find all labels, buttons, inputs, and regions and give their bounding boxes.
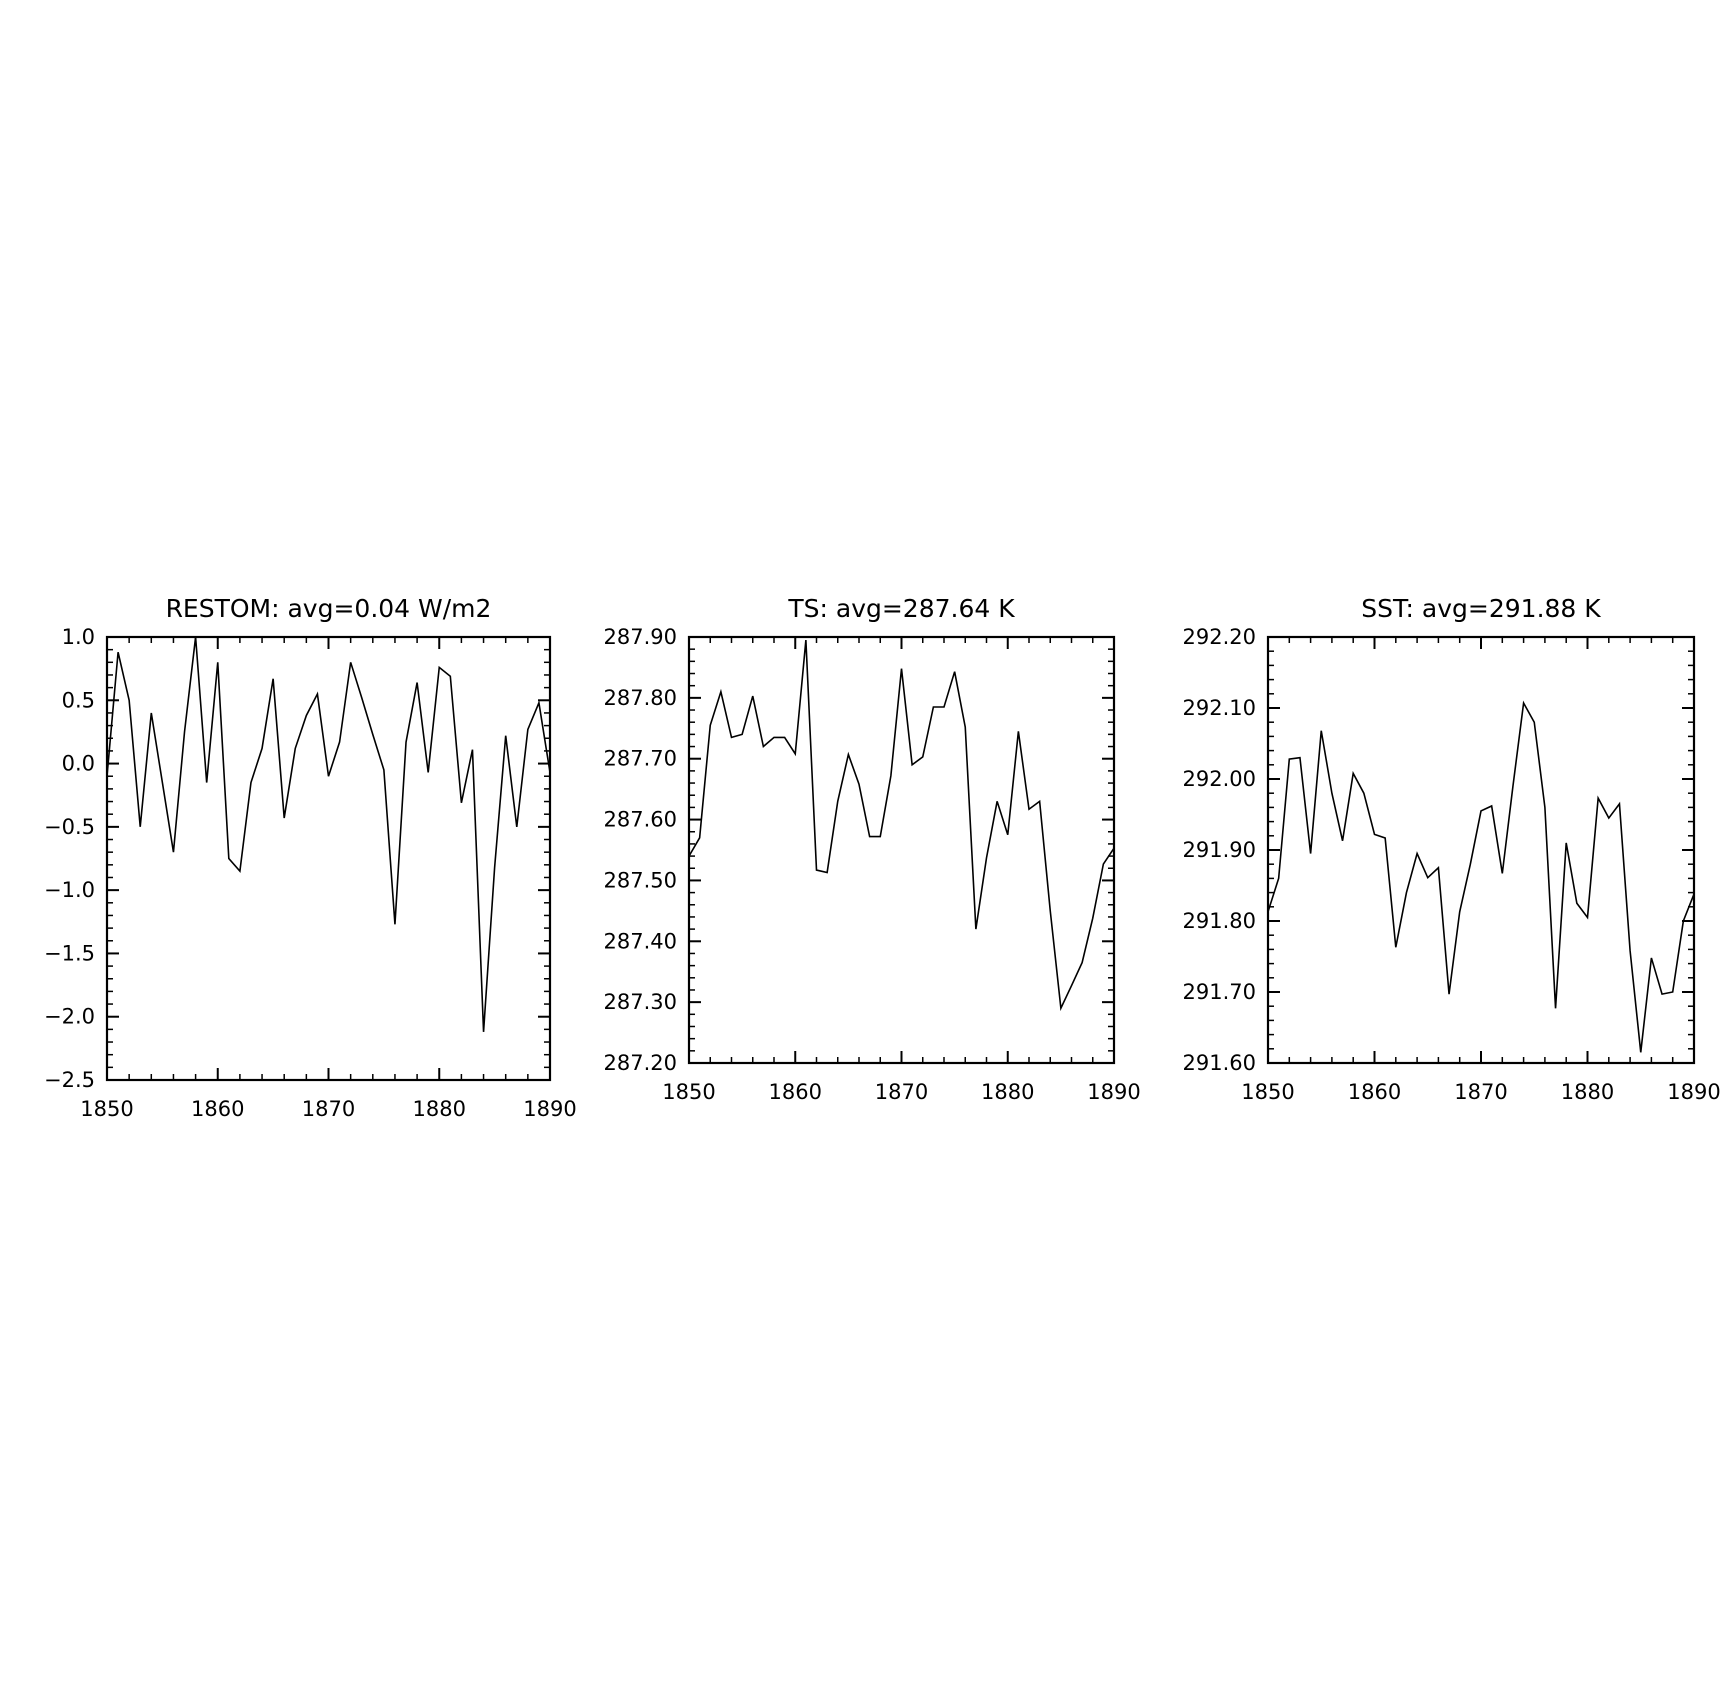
x-tick-label: 1860 (769, 1080, 822, 1104)
x-tick-label: 1880 (1561, 1080, 1614, 1104)
x-tick-label: 1880 (413, 1097, 466, 1121)
y-tick-label: 0.0 (62, 752, 95, 776)
y-tick-label: 287.40 (604, 929, 677, 953)
chart-panel-3: SST: avg=291.88 K 1850 1860 1870 1880 1890 291… (1183, 594, 1721, 1104)
series-line-1 (688, 639, 1115, 1012)
x-tick-label: 1890 (1667, 1080, 1720, 1104)
y-tick-label: 292.20 (1183, 625, 1256, 649)
y-tick-label: −2.0 (44, 1005, 95, 1029)
x-tick-label: 1870 (1454, 1080, 1507, 1104)
x-tick-label: 1890 (1087, 1080, 1140, 1104)
y-tick-label: 287.50 (604, 868, 677, 892)
y-tick-label: 287.20 (604, 1051, 677, 1075)
x-tick-label: 1850 (662, 1080, 715, 1104)
x-tick-label: 1850 (80, 1097, 133, 1121)
x-tick-label: 1880 (981, 1080, 1034, 1104)
y-tick-label: 292.00 (1183, 767, 1256, 791)
y-tick-label: 292.10 (1183, 696, 1256, 720)
chart-title: TS: avg=287.64 K (787, 594, 1015, 623)
x-tick-label: 1860 (191, 1097, 244, 1121)
y-tick-label: −1.0 (44, 878, 95, 902)
x-tick-label: 1870 (875, 1080, 928, 1104)
x-tick-label: 1870 (302, 1097, 355, 1121)
y-tick-label: −2.5 (44, 1068, 95, 1092)
plot-frame (687, 635, 1116, 1065)
y-tick-label: 291.90 (1183, 838, 1256, 862)
y-tick-label: 287.60 (604, 808, 677, 832)
chart-title: RESTOM: avg=0.04 W/m2 (166, 594, 492, 623)
y-tick-label: −0.5 (44, 815, 95, 839)
chart-panel-2: TS: avg=287.64 K 1850 1860 1870 1880 1890 287.… (604, 594, 1141, 1104)
series-line-1 (1267, 700, 1695, 1053)
y-tick-label: 287.80 (604, 686, 677, 710)
y-tick-label: 1.0 (62, 625, 95, 649)
y-tick-label: 291.80 (1183, 909, 1256, 933)
series-line-1 (106, 636, 551, 1032)
x-tick-label: 1890 (523, 1097, 576, 1121)
chart-panel-1: RESTOM: avg=0.04 W/m2 1850 1860 1870 1880 189… (44, 594, 577, 1121)
x-tick-label: 1850 (1241, 1080, 1294, 1104)
y-tick-label: 287.30 (604, 990, 677, 1014)
plot-frame (1266, 635, 1696, 1065)
y-tick-label: 287.90 (604, 625, 677, 649)
y-tick-label: 0.5 (62, 688, 95, 712)
y-tick-label: 291.70 (1183, 980, 1256, 1004)
y-tick-label: 287.70 (604, 747, 677, 771)
chart-title: SST: avg=291.88 K (1361, 594, 1601, 623)
x-tick-label: 1860 (1348, 1080, 1401, 1104)
y-tick-label: −1.5 (44, 941, 95, 965)
y-tick-label: 291.60 (1183, 1051, 1256, 1075)
